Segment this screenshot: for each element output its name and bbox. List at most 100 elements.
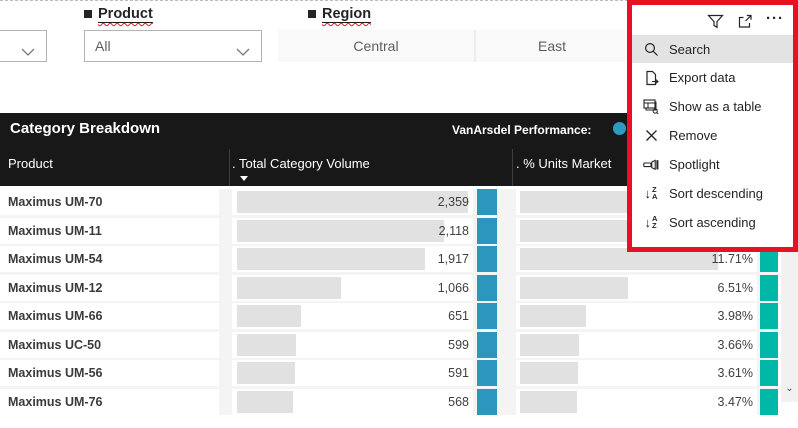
volume-databar [237, 191, 468, 213]
sort-descending-icon: ↓ Z A [644, 184, 658, 201]
header-divider [229, 149, 230, 186]
volume-value: 1,066 [437, 280, 469, 295]
chevron-down-icon [236, 43, 250, 61]
pct-value: 3.98% [717, 309, 753, 323]
region-button-central[interactable]: Central [278, 30, 474, 62]
header-divider [512, 149, 513, 186]
volume-value: 651 [448, 309, 469, 323]
menu-item-sort-descending[interactable]: ↓ Z A Sort descending [632, 179, 793, 208]
volume-indicator [477, 303, 497, 329]
volume-databar [237, 276, 341, 299]
volume-value: 2,118 [438, 223, 469, 238]
column-header-product[interactable]: Product [8, 156, 53, 171]
scroll-down-icon[interactable]: ⌄ [785, 383, 794, 394]
pct-value: 3.66% [717, 337, 753, 352]
volume-cell[interactable]: 568 [232, 388, 473, 415]
menu-item-label: Sort ascending [669, 215, 756, 230]
volume-indicator [477, 360, 497, 386]
pct-databar [520, 333, 579, 356]
pct-databar [520, 276, 628, 299]
pct-cell[interactable]: 6.51% [516, 274, 757, 301]
legend-dot [613, 122, 626, 135]
table-row: Maximus UC-50 599 3.66% [0, 331, 778, 358]
sort-indicator-icon [240, 176, 248, 181]
pct-indicator [760, 331, 778, 358]
volume-cell[interactable]: 2,359 [232, 189, 473, 215]
volume-value: 591 [448, 366, 469, 380]
volume-cell[interactable]: 599 [232, 331, 473, 358]
pct-indicator [760, 303, 778, 329]
focus-mode-icon[interactable] [737, 14, 753, 29]
menu-item-label: Spotlight [669, 157, 720, 172]
menu-item-show-as-table[interactable]: Show as a table [632, 92, 793, 121]
table-row: Maximus UM-76 568 3.47% [0, 388, 778, 415]
volume-indicator [477, 189, 497, 215]
volume-value: 599 [448, 337, 469, 352]
pct-indicator [760, 360, 778, 386]
square-bullet-icon [308, 10, 316, 18]
left-cut-dropdown[interactable] [0, 30, 47, 62]
menu-item-export-data[interactable]: Export data [632, 63, 793, 92]
pct-value: 11.71% [711, 252, 753, 266]
search-icon [642, 42, 660, 57]
menu-search-label: Search [669, 41, 711, 57]
visual-title: Category Breakdown [10, 120, 161, 137]
product-cell[interactable]: Maximus UC-50 [0, 331, 219, 358]
region-slicer-label: Region [308, 6, 372, 23]
volume-cell[interactable]: 651 [232, 303, 473, 329]
pct-cell[interactable]: 3.47% [516, 388, 757, 415]
square-bullet-icon [84, 10, 92, 18]
table-row: Maximus UM-56 591 3.61% [0, 360, 778, 386]
volume-cell[interactable]: 591 [232, 360, 473, 386]
product-cell[interactable]: Maximus UM-11 [0, 217, 219, 244]
pct-cell[interactable]: 3.98% [516, 303, 757, 329]
visual-options-menu: ··· Search Export data Show as a table R… [627, 0, 798, 252]
pct-databar [520, 390, 577, 413]
volume-indicator [477, 274, 497, 301]
volume-cell[interactable]: 1,066 [232, 274, 473, 301]
more-options-icon[interactable]: ··· [766, 9, 784, 27]
product-dropdown-value: All [95, 38, 111, 54]
spotlight-icon [642, 158, 660, 172]
volume-value: 1,917 [437, 252, 469, 266]
pct-value: 3.47% [717, 394, 753, 409]
menu-search[interactable]: Search [632, 35, 793, 63]
product-dropdown[interactable]: All [84, 30, 262, 62]
close-icon [642, 129, 660, 142]
volume-databar [237, 333, 296, 356]
pct-indicator [760, 246, 778, 272]
menu-item-spotlight[interactable]: Spotlight [632, 150, 793, 179]
volume-databar [237, 219, 444, 242]
product-cell[interactable]: Maximus UM-56 [0, 360, 219, 386]
product-slicer-label: Product [84, 6, 153, 23]
region-button-east[interactable]: East [476, 30, 628, 62]
volume-databar [237, 390, 293, 413]
product-cell[interactable]: Maximus UM-70 [0, 189, 219, 215]
table-row: Maximus UM-12 1,066 6.51% [0, 274, 778, 301]
column-header-volume[interactable]: . Total Category Volume [232, 156, 370, 171]
product-cell[interactable]: Maximus UM-12 [0, 274, 219, 301]
volume-indicator [477, 331, 497, 358]
pct-databar [520, 362, 578, 384]
volume-indicator [477, 246, 497, 272]
visual-selection-border [0, 0, 798, 1]
volume-databar [237, 248, 425, 270]
column-header-pct[interactable]: . % Units Market [516, 156, 612, 171]
menu-item-sort-ascending[interactable]: ↓ A Z Sort ascending [632, 208, 793, 237]
volume-databar [237, 305, 301, 327]
product-cell[interactable]: Maximus UM-66 [0, 303, 219, 329]
legend-label: VanArsdel Performance: [452, 123, 592, 137]
menu-item-remove[interactable]: Remove [632, 121, 793, 150]
pct-cell[interactable]: 3.61% [516, 360, 757, 386]
sort-ascending-icon: ↓ A Z [644, 213, 658, 230]
pct-cell[interactable]: 3.66% [516, 331, 757, 358]
pct-indicator [760, 388, 778, 415]
product-cell[interactable]: Maximus UM-76 [0, 388, 219, 415]
volume-indicator [477, 217, 497, 244]
volume-cell[interactable]: 2,118 [232, 217, 473, 244]
export-data-icon [642, 70, 660, 86]
volume-cell[interactable]: 1,917 [232, 246, 473, 272]
menu-item-label: Show as a table [669, 99, 762, 114]
product-cell[interactable]: Maximus UM-54 [0, 246, 219, 272]
filter-icon[interactable] [707, 14, 724, 29]
